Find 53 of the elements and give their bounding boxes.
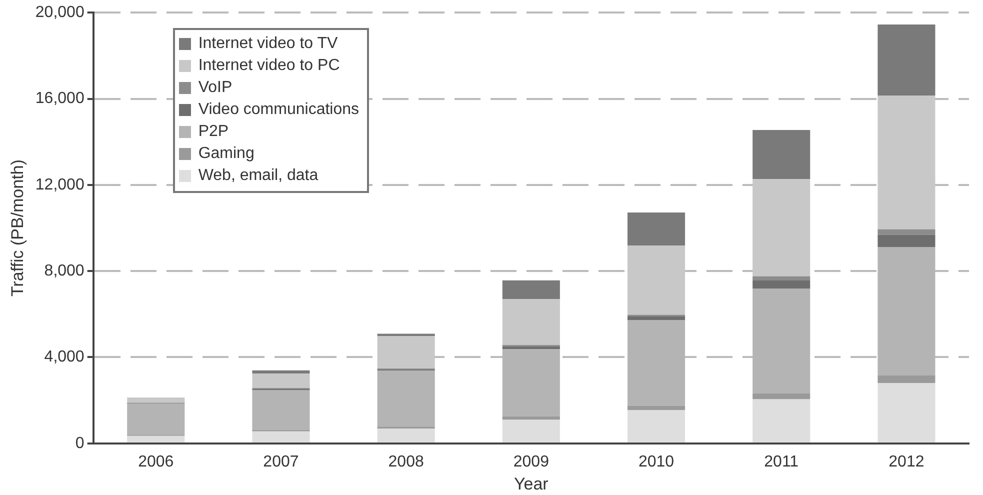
bar (878, 234, 936, 247)
bar (377, 428, 435, 442)
x-tick-label: 2006 (138, 453, 174, 470)
bar (127, 404, 185, 435)
bar (878, 24, 936, 96)
bar (752, 280, 810, 289)
y-tick-label: 8,000 (44, 262, 84, 280)
x-tick-label: 2009 (513, 453, 550, 470)
bar (252, 370, 310, 374)
bar (752, 276, 810, 280)
legend-label: Internet video to PC (198, 56, 340, 76)
bar (752, 179, 810, 276)
x-tick-label: 2008 (388, 453, 424, 470)
y-tick-label: 4,000 (44, 348, 84, 366)
x-tick-label: 2010 (638, 453, 674, 470)
bar (878, 383, 936, 442)
y-tick-label: 12,000 (35, 176, 84, 194)
bar (252, 390, 310, 430)
bar (627, 316, 686, 320)
bar (377, 336, 435, 368)
bar (502, 299, 560, 345)
bar (627, 212, 686, 246)
bar (878, 96, 936, 230)
y-tick-label: 20,000 (35, 4, 84, 22)
x-tick-label: 2007 (263, 453, 299, 470)
y-tick-label: 0 (75, 434, 84, 452)
bar (627, 410, 686, 442)
bar (752, 393, 810, 400)
legend-label: VoIP (198, 78, 232, 98)
legend-label: Video communications (198, 100, 360, 120)
x-axis-title: Year (514, 474, 549, 494)
bar (502, 280, 560, 300)
legend-label: Web, email, data (198, 166, 318, 186)
y-tick-label: 16,000 (35, 90, 84, 108)
bar (878, 376, 936, 384)
bar (752, 130, 810, 180)
bar (127, 436, 185, 442)
x-tick-label: 2012 (888, 453, 924, 470)
bar (502, 420, 560, 442)
legend-label: Internet video to TV (198, 34, 338, 54)
bar (252, 431, 310, 442)
legend-label: P2P (198, 122, 229, 142)
bar (252, 374, 310, 388)
legend-label: Gaming (198, 144, 254, 164)
bar (627, 246, 686, 315)
bar (627, 406, 686, 410)
bar (752, 399, 810, 442)
x-tick-label: 2011 (764, 453, 799, 470)
bar (878, 229, 936, 235)
y-axis-title: Traffic (PB/month) (8, 160, 27, 296)
bar (377, 370, 435, 427)
bar (127, 398, 185, 403)
bar (502, 346, 560, 350)
